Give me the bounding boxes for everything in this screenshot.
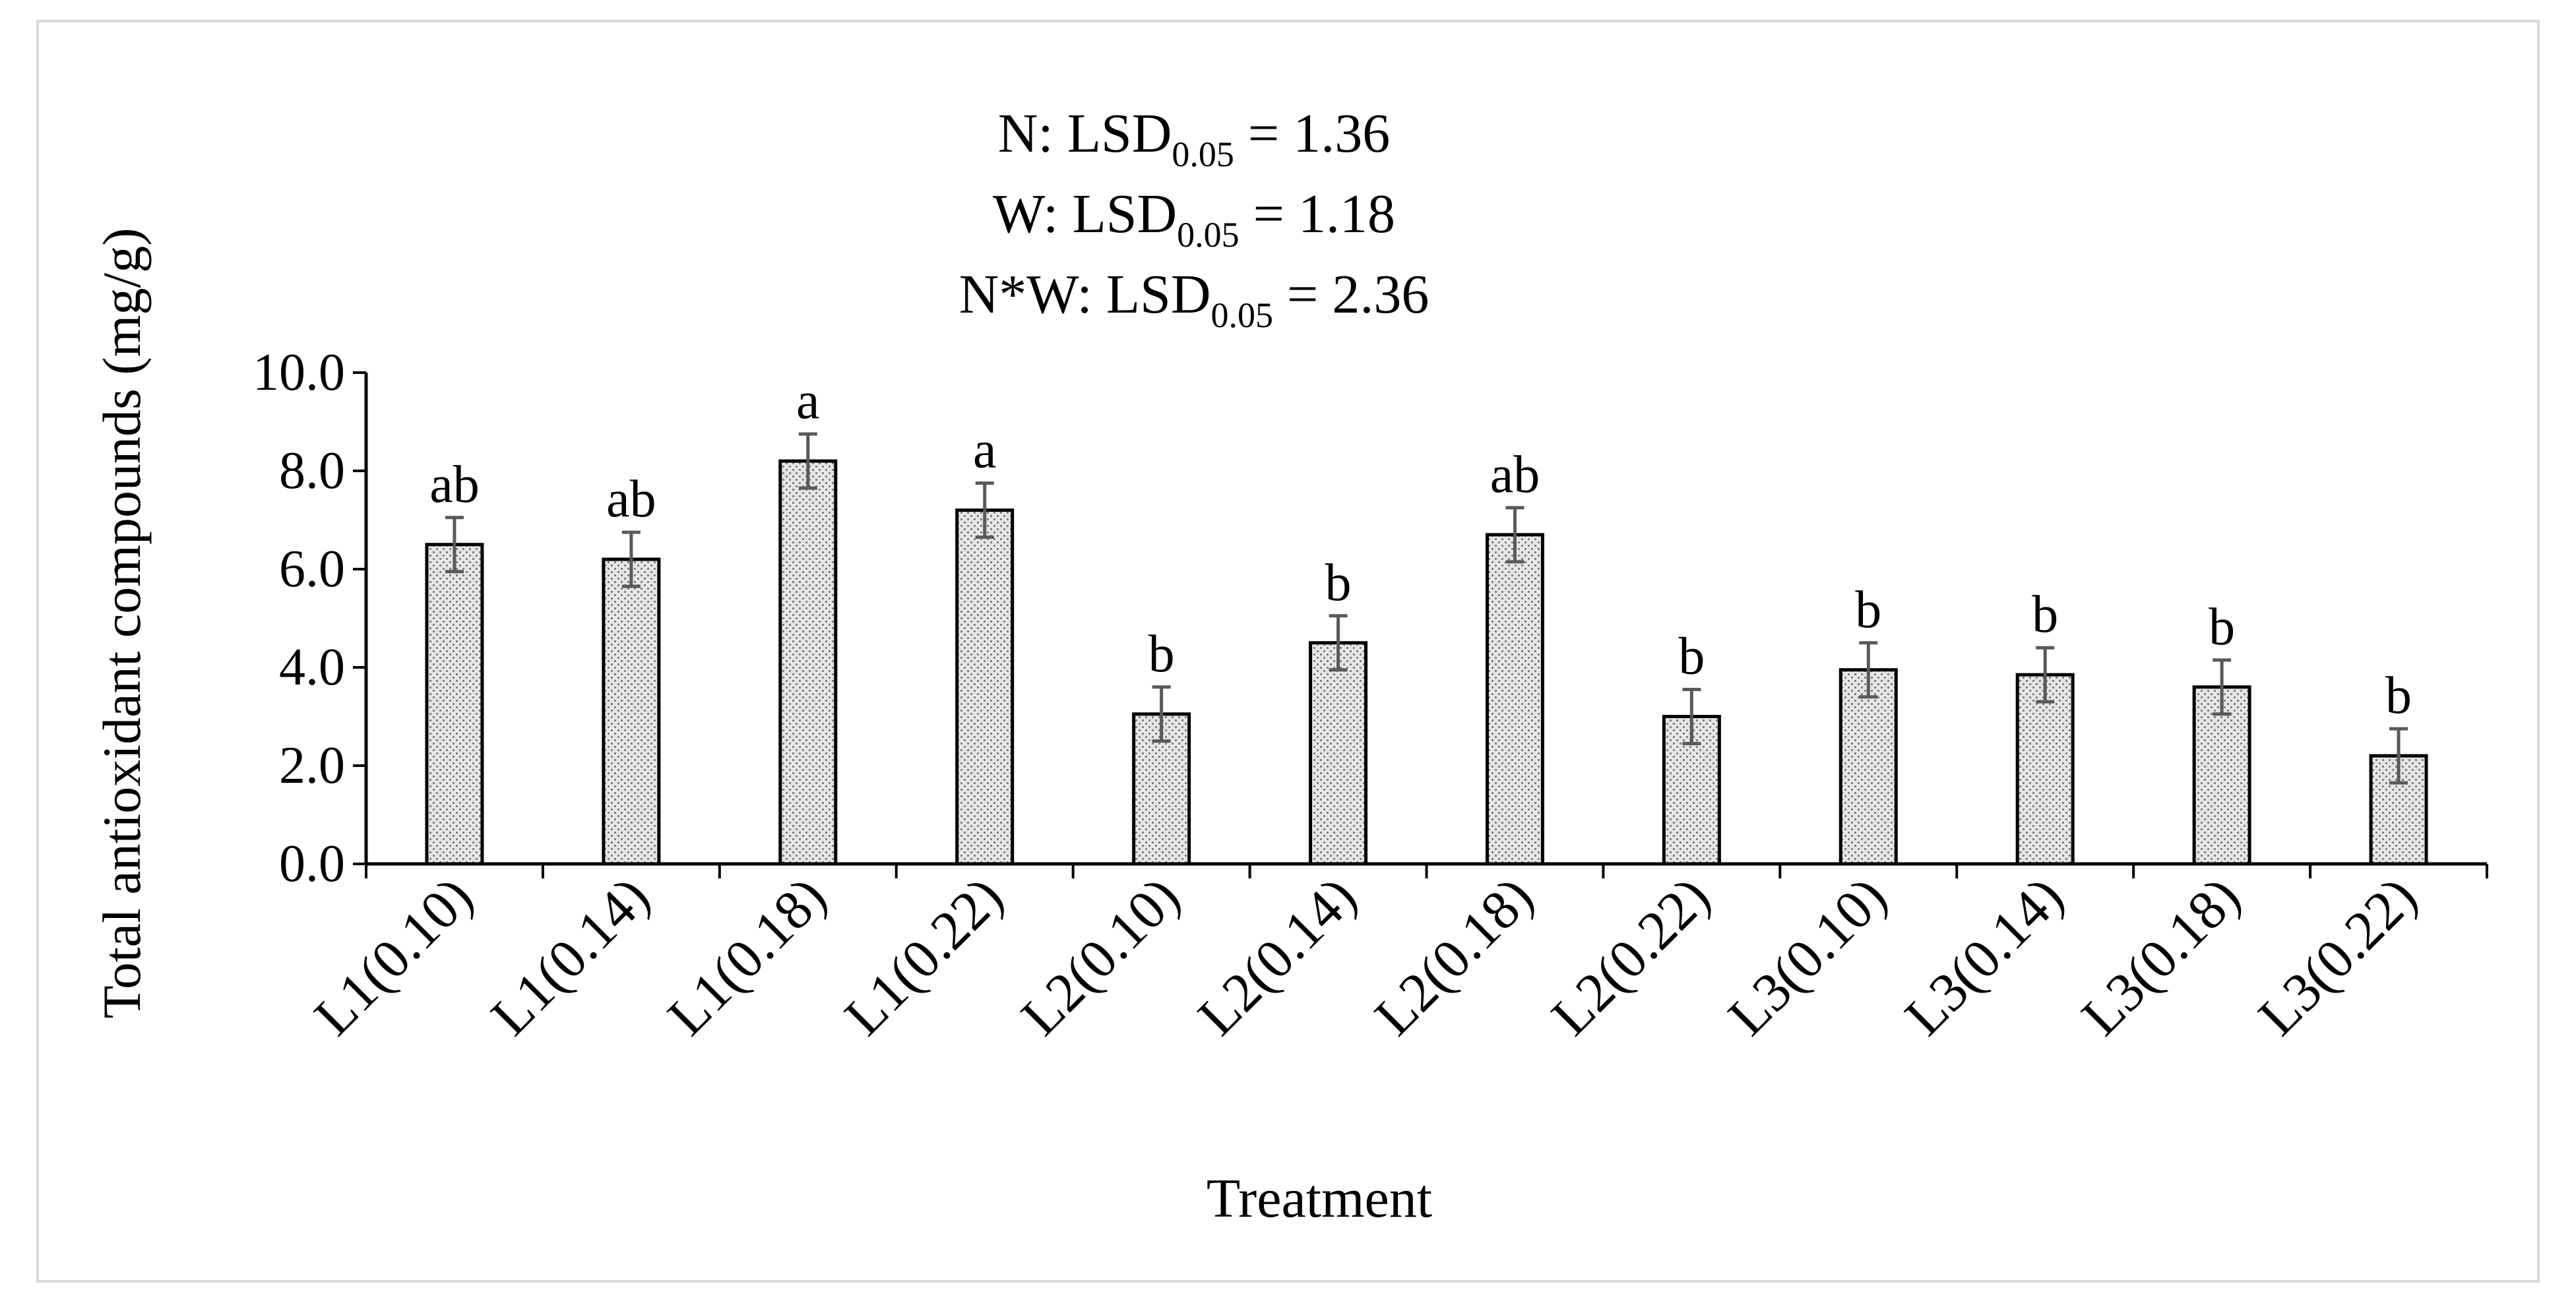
- lsd-annotations: N: LSD0.05 = 1.36 W: LSD0.05 = 1.18 N*W:…: [959, 103, 1429, 335]
- lsd-nw-subscript: 0.05: [1210, 295, 1273, 335]
- y-tick-label-5: 10.0: [253, 344, 345, 402]
- significance-letter-4: b: [1148, 625, 1175, 683]
- x-axis-ticks: L1(0.10)L1(0.14)L1(0.18)L1(0.22)L2(0.10)…: [303, 864, 2488, 1047]
- significance-letter-7: b: [1678, 628, 1705, 686]
- x-tick-label-10: L3(0.18): [2070, 866, 2251, 1047]
- lsd-n-suffix: = 1.36: [1234, 103, 1390, 164]
- significance-letter-6: ab: [1490, 446, 1540, 504]
- lsd-n-subscript: 0.05: [1172, 135, 1234, 174]
- chart-frame: [36, 20, 2540, 1283]
- lsd-annotation-nw: N*W: LSD0.05 = 2.36: [959, 264, 1429, 335]
- significance-letter-2: a: [796, 372, 820, 430]
- bar-0: [425, 543, 484, 866]
- y-axis-ticks: 0.0 2.0 4.0 6.0 8.0 10.0: [253, 344, 366, 893]
- lsd-nw-prefix: N*W: LSD: [959, 264, 1211, 325]
- x-tick-label-6: L2(0.18): [1364, 866, 1545, 1047]
- x-tick-label-4: L2(0.10): [1010, 866, 1191, 1047]
- bar-5: [1309, 641, 1368, 866]
- lsd-w-subscript: 0.05: [1177, 215, 1240, 255]
- x-tick-label-2: L1(0.18): [656, 866, 838, 1047]
- y-tick-label-2: 4.0: [279, 638, 345, 696]
- y-tick-label-3: 6.0: [279, 540, 345, 598]
- y-tick-label-4: 8.0: [279, 442, 345, 500]
- lsd-w-suffix: = 1.18: [1240, 183, 1395, 245]
- y-tick-label-0: 0.0: [279, 835, 345, 893]
- x-axis-label: Treatment: [1207, 1168, 1432, 1229]
- significance-letter-8: b: [1855, 581, 1881, 639]
- lsd-annotation-n: N: LSD0.05 = 1.36: [998, 103, 1391, 174]
- significance-letter-11: b: [2385, 667, 2412, 725]
- significance-letter-9: b: [2032, 586, 2058, 644]
- axes: [364, 373, 2487, 866]
- bar-8: [1838, 668, 1898, 866]
- bar-6: [1485, 533, 1544, 866]
- x-tick-label-9: L3(0.14): [1893, 866, 2075, 1047]
- bar-3: [955, 508, 1015, 866]
- x-tick-label-8: L3(0.10): [1716, 866, 1898, 1047]
- significance-letter-10: b: [2209, 598, 2235, 656]
- x-tick-label-1: L1(0.14): [480, 866, 661, 1047]
- significance-letter-3: a: [973, 421, 997, 479]
- x-tick-label-11: L3(0.22): [2247, 866, 2428, 1047]
- lsd-n-prefix: N: LSD: [998, 103, 1172, 164]
- bar-2: [778, 459, 838, 866]
- significance-letter-1: ab: [606, 470, 656, 528]
- x-tick-label-5: L2(0.14): [1187, 866, 1368, 1047]
- x-tick-label-3: L1(0.22): [833, 866, 1015, 1047]
- bar-1: [602, 557, 661, 866]
- lsd-nw-suffix: = 2.36: [1273, 264, 1429, 325]
- significance-letter-0: ab: [429, 456, 480, 514]
- y-tick-label-1: 2.0: [279, 737, 345, 795]
- lsd-annotation-w: W: LSD0.05 = 1.18: [993, 183, 1395, 255]
- significance-letter-5: b: [1325, 554, 1352, 612]
- lsd-w-prefix: W: LSD: [993, 183, 1177, 245]
- y-axis-label: Total antioxidant compounds (mg/g): [92, 228, 152, 1018]
- x-tick-label-7: L2(0.22): [1540, 866, 1722, 1047]
- bar-10: [2192, 685, 2251, 866]
